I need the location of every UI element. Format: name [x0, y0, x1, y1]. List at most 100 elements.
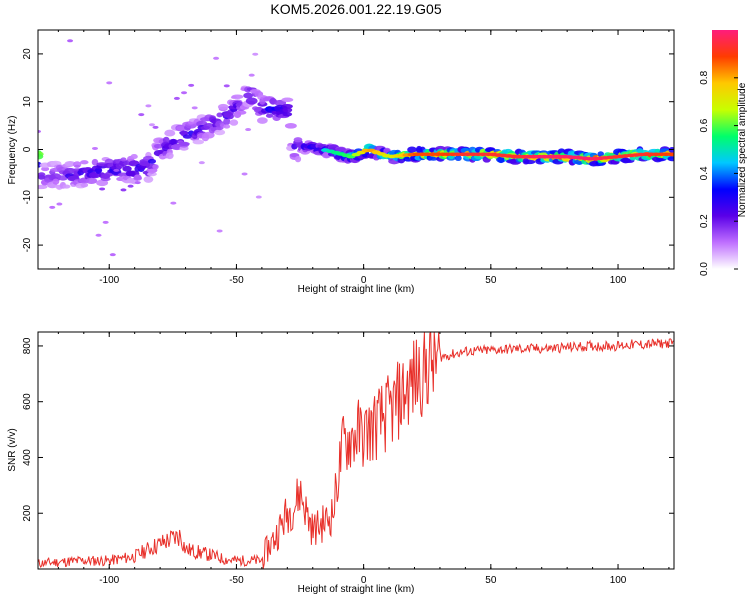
snr-point — [325, 521, 326, 522]
colorbar-tick-label: 0.0 — [699, 262, 710, 276]
snr-point — [147, 549, 148, 550]
spectrogram-noise-cell — [91, 146, 98, 150]
snr-point — [185, 549, 186, 550]
spectrogram-noise-cell — [56, 202, 63, 206]
spectrogram-cell — [162, 136, 170, 144]
spectrogram-cell — [192, 139, 205, 145]
snr-x-ticks: -100 -50 0 50 100 — [57, 332, 670, 586]
colorbar: 0.0 0.2 0.4 0.6 0.8 Normalized spectral ampl… — [699, 30, 748, 276]
spectrogram-cell — [130, 154, 138, 160]
spectrogram-cell — [129, 160, 139, 165]
spectrogram-cell — [282, 107, 293, 113]
x-tick-label: 50 — [485, 275, 497, 286]
spectrogram-cell — [523, 159, 536, 165]
spectrogram-cell — [274, 99, 287, 106]
snr-point — [630, 344, 631, 345]
snr-point — [287, 513, 288, 514]
spectrogram-cell — [281, 103, 293, 109]
spectrogram-noise-cell — [241, 172, 248, 176]
spectrogram-cell — [38, 184, 48, 190]
colorbar-tick-label: 0.4 — [699, 166, 710, 180]
spectrogram-cell — [454, 155, 462, 162]
spectrogram-noise-cell — [99, 187, 106, 191]
x-tick-label: -50 — [229, 275, 244, 286]
y-tick-label: 200 — [22, 504, 33, 521]
snr-point — [160, 543, 161, 544]
spectrogram-cell — [147, 158, 157, 164]
snr-point — [656, 343, 657, 344]
colorbar-tick-label: 0.2 — [699, 214, 710, 228]
chart-title: KOM5.2026.001.22.19.G05 — [270, 1, 441, 17]
spectrogram-noise-cell — [223, 84, 230, 88]
spectrogram-cell — [41, 166, 50, 172]
spectrogram-cell — [235, 110, 247, 115]
y-tick-label: 800 — [22, 337, 33, 354]
snr-point — [376, 423, 377, 424]
spectrogram-cell — [229, 119, 239, 126]
snr-point — [350, 437, 351, 438]
spectrogram-noise-cell — [109, 253, 116, 257]
spectrogram-x-ticks: -100 -50 0 50 100 — [57, 30, 670, 286]
spectrogram-cell — [294, 155, 302, 163]
spectrogram-cell — [96, 179, 109, 187]
spectrogram-noise-cell — [216, 229, 223, 233]
snr-x-label: Height of straight line (km) — [298, 584, 415, 595]
spectrogram-cell — [164, 129, 176, 137]
spectrogram-cell — [223, 118, 231, 126]
snr-point — [274, 538, 275, 539]
snr-point — [261, 560, 262, 561]
x-tick-label: -100 — [99, 275, 119, 286]
snr-point — [592, 345, 593, 346]
spectrogram-cell — [176, 125, 185, 131]
y-tick-label: 20 — [22, 48, 33, 60]
colorbar-tick-label: 0.6 — [699, 118, 710, 132]
snr-point — [198, 552, 199, 553]
snr-point — [343, 443, 344, 444]
colorbar-gradient — [712, 30, 738, 269]
x-tick-label: 100 — [610, 275, 627, 286]
spectrogram-cell — [223, 124, 231, 129]
snr-point — [134, 556, 135, 557]
spectrogram-cell — [95, 168, 102, 175]
spectrogram-y-ticks: -20 -10 0 10 20 — [22, 48, 674, 252]
snr-point — [58, 561, 59, 562]
spectrogram-noise-cell — [138, 113, 145, 117]
snr-point — [307, 515, 308, 516]
spectrogram-cell — [335, 147, 347, 153]
colorbar-ticks: 0.0 0.2 0.4 0.6 0.8 — [699, 70, 738, 276]
colorbar-tick-label: 0.8 — [699, 70, 710, 84]
y-tick-label: 0 — [22, 146, 33, 152]
y-tick-label: 10 — [22, 96, 33, 108]
snr-point — [465, 351, 466, 352]
spectrogram-cell — [171, 145, 183, 151]
x-tick-label: 50 — [485, 575, 497, 586]
snr-frame — [37, 331, 675, 570]
spectrogram-cell — [291, 143, 298, 150]
snr-point — [541, 348, 542, 349]
spectrogram-cell — [226, 113, 234, 120]
spectrogram-noise-cell — [113, 168, 120, 172]
spectrogram-noise-cell — [102, 220, 109, 224]
spectrogram-cell — [64, 160, 76, 167]
spectrogram-cell — [147, 171, 157, 177]
snr-point — [338, 474, 339, 475]
spectrogram-cell — [282, 112, 293, 117]
snr-point — [312, 529, 313, 530]
spectrogram-peak-cell — [666, 152, 674, 157]
spectrogram-cell — [165, 152, 174, 160]
spectrogram-noise-cell — [120, 188, 127, 192]
snr-point — [333, 513, 334, 514]
x-tick-label: -50 — [229, 575, 244, 586]
snr-points — [37, 343, 674, 564]
snr-point — [358, 432, 359, 433]
snr-point — [490, 350, 491, 351]
snr-point — [414, 379, 415, 380]
spectrogram-cell — [85, 177, 98, 185]
spectrogram-cell — [231, 94, 244, 100]
spectrogram-cell — [148, 168, 156, 174]
spectrogram-cell — [407, 146, 417, 153]
y-tick-label: -20 — [22, 237, 33, 252]
snr-point — [439, 356, 440, 357]
x-tick-label: 100 — [610, 575, 627, 586]
spectrogram-noise-cell — [191, 106, 198, 110]
